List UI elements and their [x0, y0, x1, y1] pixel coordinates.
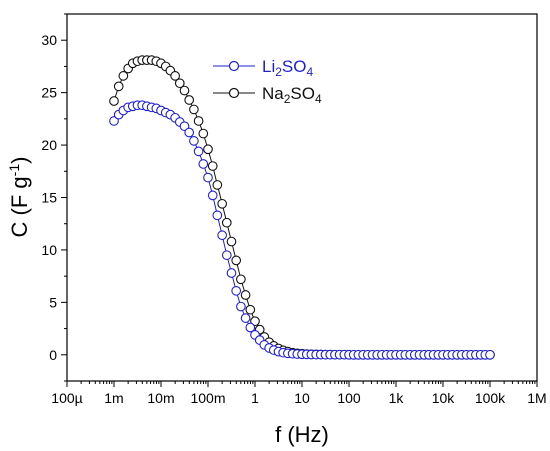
data-point-na2so4	[179, 85, 190, 96]
y-axis-title-sup: -1	[6, 164, 22, 177]
data-point-na2so4	[231, 255, 242, 266]
data-point-li2so4	[189, 136, 199, 146]
legend-li2so4-sub2: 4	[306, 65, 313, 79]
data-point-na2so4	[198, 128, 209, 139]
y-tick-label: 5	[49, 294, 57, 310]
legend-label-na2so4: Na2SO4	[262, 84, 322, 106]
data-point-na2so4	[240, 290, 251, 300]
data-point-na2so4	[118, 71, 129, 81]
data-point-na2so4	[109, 96, 119, 106]
y-tick-label: 25	[41, 85, 57, 101]
data-point-na2so4	[207, 161, 218, 171]
x-tick-label: 10	[294, 390, 310, 406]
data-point-li2so4	[236, 301, 246, 312]
series-line-na2so4	[113, 59, 490, 356]
x-tick-label: 1	[251, 390, 259, 406]
x-tick-label: 1M	[527, 390, 546, 406]
data-point-li2so4	[221, 250, 232, 261]
data-point-li2so4	[203, 172, 213, 183]
legend-li2so4-mid: SO	[282, 57, 307, 76]
data-point-na2so4	[113, 81, 124, 92]
data-point-na2so4	[212, 180, 223, 190]
data-point-na2so4	[203, 144, 213, 155]
data-point-na2so4	[174, 78, 185, 89]
data-point-li2so4	[109, 116, 119, 126]
legend-item-li2so4: Li2SO4	[213, 57, 313, 79]
x-tick-label: 10k	[432, 390, 456, 406]
x-tick-label: 100m	[190, 390, 225, 406]
y-tick-label: 0	[49, 347, 57, 363]
legend-na2so4-base: Na	[262, 84, 284, 103]
legend-li2so4-base: Li	[262, 57, 275, 76]
y-tick-label: 10	[41, 242, 57, 258]
data-point-li2so4	[193, 146, 204, 157]
y-axis-title: C (F g-1)	[6, 157, 32, 238]
ticks-layer: 100µ 1m 10m 100m 1 10 100 1k 10k 100k 1M 0 5 10 15 20 25…	[41, 13, 547, 406]
data-point-na2so4	[245, 304, 256, 315]
legend-marker-li2so4	[228, 60, 240, 72]
legend-na2so4-sub1: 2	[284, 92, 291, 106]
data-point-li2so4	[240, 313, 251, 323]
data-point-li2so4	[207, 190, 218, 201]
data-point-na2so4	[193, 116, 204, 126]
data-point-li2so4	[179, 121, 190, 132]
data-point-li2so4	[485, 349, 495, 360]
legend-na2so4-sub2: 4	[315, 92, 322, 106]
data-point-li2so4	[212, 210, 223, 221]
x-tick-label: 1m	[104, 390, 123, 406]
data-point-na2so4	[250, 316, 260, 327]
y-tick-label: 20	[41, 137, 57, 153]
y-axis-title-close: )	[7, 157, 32, 164]
y-axis-title-main: C (F g	[7, 176, 32, 237]
data-point-na2so4	[221, 217, 232, 228]
legend-marker-na2so4	[228, 87, 240, 99]
x-tick-label: 100µ	[51, 390, 82, 406]
data-point-li2so4	[217, 230, 227, 241]
legend-item-na2so4: Na2SO4	[213, 84, 322, 106]
data-point-na2so4	[226, 236, 237, 247]
legend-na2so4-mid: SO	[290, 84, 315, 103]
data-point-na2so4	[184, 95, 195, 105]
x-tick-label: 10m	[147, 390, 174, 406]
x-tick-label: 100k	[475, 390, 506, 406]
legend: Li2SO4 Na2SO4	[213, 57, 322, 106]
series-line-li2so4	[113, 104, 490, 356]
series-layer	[109, 55, 495, 360]
data-point-na2so4	[189, 104, 199, 115]
data-point-na2so4	[217, 198, 227, 209]
data-point-na2so4	[236, 274, 246, 285]
x-tick-label: 1k	[389, 390, 405, 406]
data-point-li2so4	[231, 285, 242, 296]
y-tick-label: 30	[41, 32, 57, 48]
data-point-li2so4	[226, 268, 237, 278]
data-point-li2so4	[198, 159, 209, 169]
x-tick-label: 100	[337, 390, 361, 406]
data-point-li2so4	[245, 322, 256, 333]
legend-label-li2so4: Li2SO4	[262, 57, 313, 79]
y-tick-label: 15	[41, 190, 57, 206]
x-axis-title: f (Hz)	[275, 422, 329, 447]
data-point-na2so4	[170, 71, 180, 81]
data-point-li2so4	[184, 127, 195, 138]
legend-li2so4-sub1: 2	[275, 65, 282, 79]
